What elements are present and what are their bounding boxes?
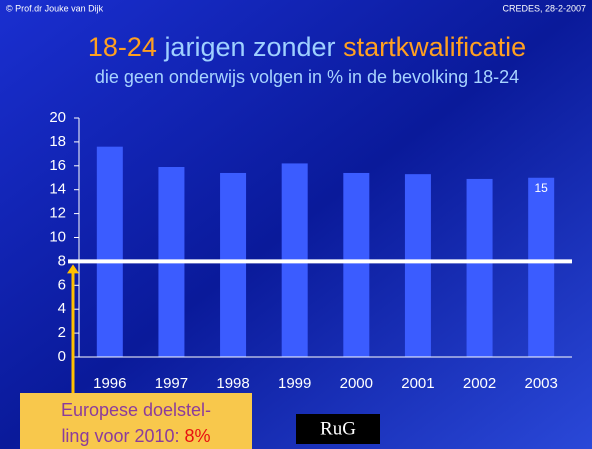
annotation-value: 8% [185,426,211,446]
y-tick-label: 14 [49,181,66,198]
y-tick-label: 10 [49,228,66,245]
y-tick-label: 20 [49,109,66,126]
y-tick-label: 0 [58,348,66,365]
bar [343,172,370,357]
x-tick-label: 2002 [463,375,496,392]
x-tick-label: 2000 [340,375,373,392]
plot: 0 2 4 6 8 10 12 14 16 18 20 1996 1997 1998 1999 2000 200… [49,109,572,395]
y-tick-label: 18 [49,133,66,150]
bar [528,177,555,357]
bar [466,178,493,357]
x-tick-label: 2003 [525,375,558,392]
header-right: CREDES, 28-2-2007 [502,3,586,13]
x-tick-label: 1997 [155,375,188,392]
y-tick-label: 16 [49,157,66,174]
arrow-head [67,264,79,274]
title-part: jarigen zonder [163,32,335,62]
logo-box [296,414,380,444]
annotation-box [20,393,252,449]
y-tick-label: 8 [58,252,66,269]
title-part: startkwalificatie [343,32,526,62]
x-tick-label: 1996 [93,375,126,392]
y-tick-label: 12 [49,205,66,222]
y-tick-label: 2 [58,324,66,341]
chart-title: 18-24 jarigen zonder startkwalificatie [88,32,526,62]
chart-subtitle: die geen onderwijs volgen in % in de bev… [95,67,519,87]
annotation-text: ling voor 2010: [61,426,179,446]
header-left: © Prof.dr Jouke van Dijk [6,3,104,13]
annotation-line: Europese doelstel- [61,400,211,420]
logo: RuG [320,418,356,439]
bar [96,146,123,357]
annotation-line: ling voor 2010: 8% [61,426,210,446]
x-tick-label: 1998 [216,375,249,392]
y-tick-label: 6 [58,276,66,293]
title-part: 18-24 [88,32,157,62]
bar [404,174,431,357]
y-tick-label: 4 [58,300,66,317]
x-tick-label: 2001 [401,375,434,392]
x-tick-label: 1999 [278,375,311,392]
value-label: 15 [535,181,549,195]
bar [220,172,247,357]
